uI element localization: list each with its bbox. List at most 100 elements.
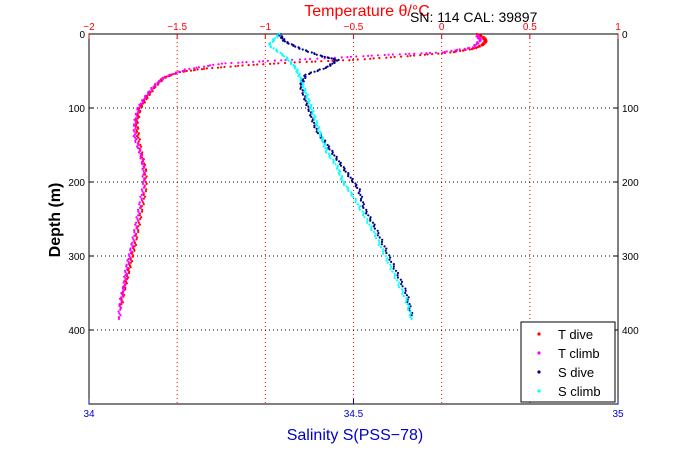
data-point xyxy=(377,232,380,235)
data-point xyxy=(312,121,316,124)
data-point xyxy=(402,294,405,298)
data-point xyxy=(385,247,388,250)
data-point xyxy=(316,57,319,60)
data-point xyxy=(408,314,411,317)
data-point xyxy=(378,56,381,60)
data-point xyxy=(365,210,368,213)
data-point xyxy=(338,173,341,176)
data-point xyxy=(313,70,316,73)
data-point xyxy=(310,51,313,54)
data-point xyxy=(135,135,139,138)
data-point xyxy=(375,237,378,240)
data-point xyxy=(282,55,286,58)
data-point xyxy=(252,63,255,66)
data-point xyxy=(366,219,369,222)
data-point xyxy=(129,256,132,259)
data-point xyxy=(141,163,144,166)
data-point xyxy=(365,212,368,215)
data-point xyxy=(373,227,376,230)
data-point xyxy=(138,214,141,217)
data-point xyxy=(358,205,361,208)
data-point xyxy=(129,266,132,269)
data-point xyxy=(298,47,301,50)
right-tick-label: 100 xyxy=(622,104,639,115)
data-point xyxy=(370,227,373,230)
data-point xyxy=(399,278,402,281)
data-point xyxy=(283,40,286,43)
data-point xyxy=(409,312,413,315)
data-point xyxy=(393,272,396,275)
data-point xyxy=(205,67,208,70)
data-point xyxy=(362,212,365,215)
legend: T dive T climb S dive S climb xyxy=(520,321,616,403)
data-point xyxy=(409,316,412,319)
data-point xyxy=(380,240,384,243)
data-point xyxy=(321,138,325,141)
data-point xyxy=(393,277,396,280)
data-point xyxy=(408,303,411,306)
data-point xyxy=(382,248,385,251)
data-point xyxy=(123,284,127,287)
data-point xyxy=(391,270,394,273)
data-point xyxy=(335,167,339,170)
data-point xyxy=(357,192,360,195)
data-point xyxy=(135,221,138,224)
left-axis: 0 100 200 300 400 xyxy=(68,30,94,337)
bottom-tick-label: 34 xyxy=(83,409,95,420)
data-point xyxy=(293,67,296,70)
data-point xyxy=(127,262,130,265)
data-point xyxy=(293,61,296,64)
data-point xyxy=(125,272,128,275)
data-point xyxy=(380,243,383,246)
data-point xyxy=(361,210,364,213)
data-point xyxy=(410,314,413,317)
data-point xyxy=(136,108,139,111)
data-point xyxy=(129,249,132,252)
data-point xyxy=(276,50,279,53)
data-point xyxy=(131,260,134,263)
top-tick-label: 1 xyxy=(615,22,621,33)
data-point xyxy=(120,306,123,309)
data-point xyxy=(381,250,385,253)
data-point xyxy=(161,78,164,81)
data-point xyxy=(354,197,357,200)
left-tick-label: 200 xyxy=(68,178,85,189)
data-point xyxy=(135,238,138,241)
data-point xyxy=(404,291,407,295)
legend-label: T dive xyxy=(558,327,593,342)
left-tick-label: 100 xyxy=(68,104,85,115)
data-point xyxy=(396,279,399,282)
data-point xyxy=(136,208,140,211)
data-point xyxy=(132,124,136,127)
data-point xyxy=(327,59,330,63)
data-point xyxy=(269,46,272,49)
data-point xyxy=(349,55,352,58)
bottom-tick-label: 35 xyxy=(612,409,624,420)
data-point xyxy=(303,90,306,93)
data-point xyxy=(404,53,407,56)
data-point xyxy=(334,163,337,166)
data-point xyxy=(139,152,142,155)
data-point xyxy=(137,140,140,143)
data-point xyxy=(342,169,346,172)
data-point xyxy=(142,192,145,195)
bottom-axis-title: Salinity S(PSS−78) xyxy=(287,427,424,444)
data-point xyxy=(142,169,145,172)
data-point xyxy=(328,148,331,151)
data-point xyxy=(333,154,336,157)
data-point xyxy=(316,132,320,135)
legend-box xyxy=(520,321,616,403)
data-point xyxy=(356,186,359,189)
data-point xyxy=(314,123,317,126)
data-point xyxy=(134,140,137,144)
data-point xyxy=(390,260,393,263)
data-point xyxy=(137,127,140,130)
data-point xyxy=(124,274,127,277)
data-point xyxy=(404,287,407,290)
y-axis-title: Depth (m) xyxy=(47,183,64,258)
data-point xyxy=(273,37,276,40)
data-point xyxy=(388,254,391,257)
data-point xyxy=(408,52,411,55)
data-point xyxy=(220,62,223,65)
data-point xyxy=(396,271,400,275)
